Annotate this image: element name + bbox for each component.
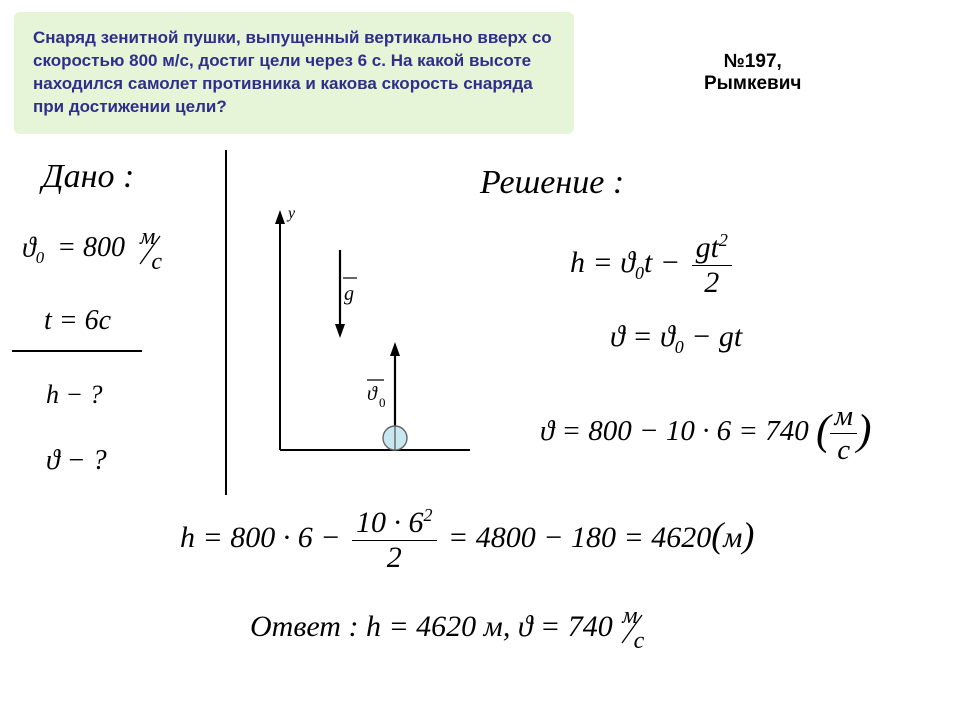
equation-height-calc: h = 800 · 6 − 10 · 62 2 = 4800 − 180 = 4… [180,505,754,575]
svg-text:g: g [344,283,354,305]
theta-symbol: ϑ [22,232,36,263]
reference-author: Рымкевич [704,73,801,94]
reference-box: №197, Рымкевич [704,51,801,95]
vertical-divider [225,150,227,495]
kinematics-diagram: y g ϑ 0 [260,200,480,460]
answer-line: Ответ : h = 4620 м, ϑ = 740 м с [250,610,644,647]
heading-solution: Решение : [480,164,624,202]
equation-velocity-formula: ϑ = ϑ0 − gt [610,320,742,358]
find-v: ϑ − ? [46,445,107,477]
unit-ms-icon: м с [138,232,162,268]
given-v0: ϑ0 = 800 м с [22,232,162,268]
equation-velocity-calc: ϑ = 800 − 10 · 6 = 740 ( м с ) [540,400,871,467]
given-t: t = 6c [44,305,111,337]
svg-text:y: y [286,205,296,222]
svg-text:ϑ: ϑ [367,383,378,405]
solution-area: Дано : Решение : ϑ0 = 800 м с t = 6c h −… [0,140,960,700]
find-h: h − ? [46,380,103,410]
reference-number: №197, [724,51,782,72]
header-row: Снаряд зенитной пушки, выпущенный вертик… [0,0,960,134]
unit-ms-icon: м с [620,611,644,647]
heading-given: Дано : [42,158,134,196]
given-v0-value: = 800 [51,232,131,263]
given-separator [12,350,142,352]
problem-statement: Снаряд зенитной пушки, выпущенный вертик… [14,12,574,134]
svg-text:0: 0 [379,395,386,410]
equation-height-formula: h = ϑ0t − gt2 2 [570,230,736,300]
